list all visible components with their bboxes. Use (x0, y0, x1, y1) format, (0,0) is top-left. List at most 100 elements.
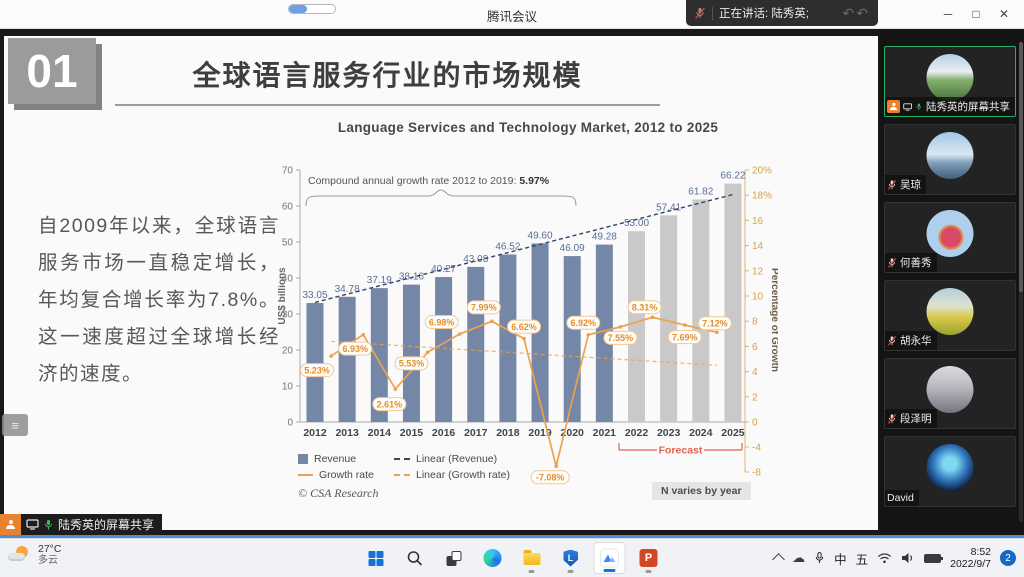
participant-tile-5[interactable]: 段泽明 (884, 358, 1016, 429)
participant-name: 何善秀 (900, 257, 932, 269)
presenter-badge-icon (887, 100, 900, 113)
mic-muted-icon (887, 179, 897, 190)
onedrive-cloud-icon[interactable]: ☁ (792, 550, 806, 565)
svg-text:4: 4 (752, 367, 758, 378)
participant-tile-1[interactable]: 陆秀英的屏幕共享 (884, 46, 1016, 117)
svg-text:10: 10 (282, 382, 294, 393)
svg-text:2023: 2023 (657, 427, 681, 439)
volume-icon[interactable] (901, 552, 915, 564)
svg-text:6.62%: 6.62% (511, 322, 537, 332)
taskbar: 27°C 多云 L P ☁ (0, 538, 1024, 577)
slide-panel-toggle-button[interactable]: ≡ (2, 414, 28, 436)
svg-text:18%: 18% (752, 191, 772, 202)
tray-clock[interactable]: 8:52 2022/9/7 (950, 546, 991, 571)
edge-browser-button[interactable] (477, 542, 509, 574)
svg-text:70: 70 (282, 166, 294, 177)
task-view-button[interactable] (438, 542, 470, 574)
participant-avatar (926, 54, 974, 101)
chart-note-badge: N varies by year (652, 482, 751, 500)
taskbar-weather-widget[interactable]: 27°C 多云 (8, 543, 61, 567)
participant-name-label: 何善秀 (885, 253, 937, 272)
legend-growth-swatch (298, 474, 313, 476)
muted-mic-icon (695, 7, 705, 19)
svg-text:2019: 2019 (528, 427, 552, 439)
powerpoint-button[interactable]: P (633, 542, 665, 574)
svg-text:2016: 2016 (432, 427, 456, 439)
minimize-button[interactable]: ─ (943, 7, 953, 21)
mini-progress-pill[interactable] (288, 4, 336, 14)
ime-language-indicator[interactable]: 中 (834, 552, 847, 567)
participant-name: David (887, 492, 914, 504)
close-button[interactable]: ✕ (998, 7, 1010, 21)
svg-text:-4: -4 (752, 443, 761, 454)
tray-mic-icon[interactable] (814, 551, 825, 565)
svg-text:53.00: 53.00 (624, 218, 649, 229)
svg-text:2015: 2015 (400, 427, 424, 439)
participant-name-label: David (885, 490, 919, 506)
hand-raise-arrows-icon[interactable]: ↶↶ (842, 4, 870, 21)
file-explorer-button[interactable] (516, 542, 548, 574)
svg-text:50: 50 (282, 238, 294, 249)
svg-text:2018: 2018 (496, 427, 520, 439)
tray-time: 8:52 (970, 545, 991, 558)
svg-text:2017: 2017 (464, 427, 488, 439)
screen-share-banner[interactable]: 陆秀英的屏幕共享 (0, 514, 163, 535)
svg-text:2021: 2021 (593, 427, 617, 439)
powerpoint-icon: P (639, 549, 658, 567)
meeting-window-accent (0, 535, 1024, 538)
search-button[interactable] (399, 542, 431, 574)
weather-sun-cloud-icon (8, 545, 32, 565)
wifi-icon[interactable] (877, 552, 892, 564)
participant-tile-6[interactable]: David (884, 436, 1016, 507)
security-app-button[interactable]: L (555, 542, 587, 574)
svg-text:20%: 20% (752, 166, 772, 177)
svg-text:20: 20 (282, 346, 294, 357)
participant-avatar (926, 444, 974, 491)
participant-tile-4[interactable]: 胡永华 (884, 280, 1016, 351)
window-controls: ─ □ ✕ (934, 0, 1018, 28)
svg-text:2024: 2024 (689, 427, 713, 439)
sidebar-scrollbar[interactable] (1019, 42, 1023, 522)
svg-text:16: 16 (752, 216, 764, 227)
tray-chevron-icon[interactable] (772, 553, 785, 566)
slide-title: 全球语言服务行业的市场规模 (115, 54, 660, 106)
weather-condition: 多云 (38, 555, 58, 566)
participants-sidebar: 陆秀英的屏幕共享吴琼何善秀胡永华 段泽明 David (880, 28, 1024, 535)
svg-text:7.55%: 7.55% (608, 333, 634, 343)
svg-text:0: 0 (752, 418, 758, 429)
svg-text:2014: 2014 (368, 427, 392, 439)
svg-text:37.19: 37.19 (367, 275, 392, 286)
svg-text:2020: 2020 (561, 427, 585, 439)
notification-badge[interactable]: 2 (1000, 550, 1016, 566)
shield-icon: L (563, 549, 578, 567)
mic-on-icon (45, 519, 52, 530)
battery-icon[interactable] (924, 553, 944, 563)
windows-logo-icon (368, 550, 383, 566)
svg-text:7.12%: 7.12% (702, 318, 728, 328)
slide-paragraph: 自2009年以来，全球语言服务市场一直稳定增长，年均复合增长率为7.8%。这一速… (38, 215, 280, 385)
participant-tile-3[interactable]: 何善秀 (884, 202, 1016, 273)
svg-text:12: 12 (752, 266, 764, 277)
svg-text:6: 6 (752, 342, 758, 353)
ime-mode-indicator[interactable]: 五 (855, 552, 869, 567)
participant-name-label: 陆秀英的屏幕共享 (885, 97, 1015, 116)
participant-tile-2[interactable]: 吴琼 (884, 124, 1016, 195)
divider (712, 6, 713, 20)
screen-share-icon (26, 519, 39, 530)
maximize-button[interactable]: □ (972, 7, 980, 21)
participant-name: 陆秀英的屏幕共享 (926, 101, 1010, 113)
svg-text:6.98%: 6.98% (429, 317, 455, 327)
screen-share-icon (903, 102, 912, 111)
window-titlebar: 腾讯会议 正在讲话: 陆秀英; ↶↶ ─ □ ✕ (0, 0, 1024, 29)
presenter-badge-icon (0, 514, 21, 535)
svg-text:5.23%: 5.23% (304, 365, 330, 375)
mic-on-icon (916, 102, 922, 110)
shared-slide: 01 全球语言服务行业的市场规模 自2009年以来，全球语言服务市场一直稳定增长… (4, 36, 878, 530)
tencent-meeting-button[interactable] (593, 542, 626, 574)
svg-text:61.82: 61.82 (688, 186, 713, 197)
legend-linear-revenue-label: Linear (Revenue) (416, 453, 498, 465)
window-title: 腾讯会议 (486, 10, 537, 24)
participant-name: 吴琼 (900, 179, 921, 191)
start-button[interactable] (360, 542, 392, 574)
